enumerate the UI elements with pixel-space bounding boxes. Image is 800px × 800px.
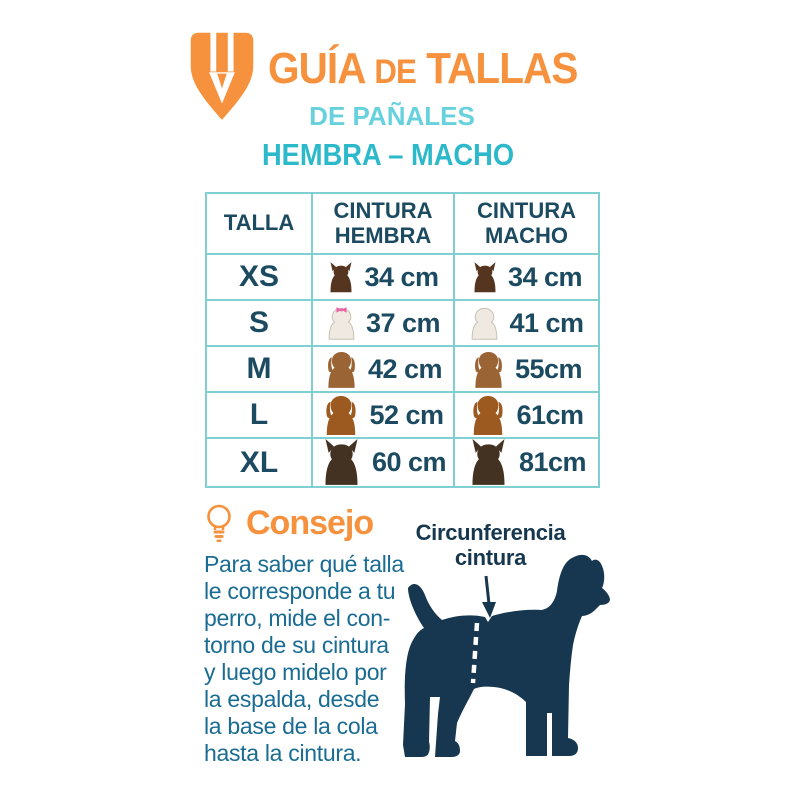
macho-cell-xs: 34 cm: [453, 253, 600, 301]
hembra-waist-value: 37 cm: [365, 307, 441, 338]
table-row-l: L 52 cm 61cm: [205, 391, 600, 439]
macho-cell-m: 55cm: [453, 345, 600, 393]
chihuahua-dog-icon: [471, 262, 499, 293]
cocker-spaniel-dog-icon: [469, 394, 507, 436]
size-cell-l: L: [205, 391, 313, 439]
brand-logo-icon: [190, 32, 254, 120]
maltese-dog-icon: [469, 306, 500, 340]
size-label: L: [249, 398, 269, 431]
beagle-dog-icon: [324, 350, 359, 389]
chihuahua-dog-icon: [327, 262, 355, 293]
macho-waist-value: 34 cm: [507, 261, 583, 292]
macho-waist-value: 61cm: [516, 399, 584, 430]
page-title: GUÍA DE TALLAS: [268, 44, 578, 94]
hembra-waist-value: 52 cm: [369, 399, 444, 430]
macho-cell-s: 41 cm: [453, 299, 600, 347]
tip-body-text: Para saber qué talla le corresponde a tu…: [204, 551, 404, 766]
waist-dashed-line: [470, 622, 480, 684]
hembra-cell-s: 37 cm: [311, 299, 455, 347]
table-row-m: M 42 cm 55cm: [205, 345, 600, 393]
macho-waist-value: 81cm: [518, 447, 587, 477]
waist-arrow-icon: [482, 575, 496, 618]
tip-heading: Consejo: [246, 504, 374, 542]
page-title-word-2: DE: [374, 53, 417, 91]
waist-circumference-label: Circunferencia cintura: [415, 520, 566, 570]
size-label: S: [248, 306, 269, 339]
cocker-spaniel-dog-icon: [322, 394, 360, 436]
size-label: M: [246, 352, 272, 385]
hembra-cell-xs: 34 cm: [311, 253, 455, 301]
table-row-xs: XS 34 cm 34 cm: [205, 253, 600, 301]
german-shepherd-dog-icon: [467, 439, 510, 486]
macho-cell-xl: 81cm: [453, 437, 600, 488]
table-header-row: TALLA CINTURA HEMBRA CINTURA MACHO: [205, 192, 600, 255]
column-header-cintura-macho: CINTURA MACHO: [453, 192, 600, 255]
beagle-dog-icon: [471, 350, 506, 389]
dog-silhouette-icon: [403, 554, 610, 757]
macho-waist-value: 41 cm: [509, 307, 584, 338]
column-header-talla: TALLA: [205, 192, 313, 255]
column-header-cintura-hembra: CINTURA HEMBRA: [311, 192, 455, 255]
page-title-word-3: TALLAS: [426, 44, 578, 93]
size-label: XL: [239, 445, 279, 479]
lightbulb-icon: [207, 504, 231, 542]
size-cell-xl: XL: [205, 437, 313, 488]
german-shepherd-dog-icon: [320, 439, 363, 486]
macho-waist-value: 55cm: [514, 353, 583, 384]
hembra-cell-m: 42 cm: [311, 345, 455, 393]
size-cell-xs: XS: [205, 253, 313, 301]
size-cell-s: S: [205, 299, 313, 347]
size-table: TALLA CINTURA HEMBRA CINTURA MACHO XS 34 …: [205, 192, 600, 488]
macho-cell-l: 61cm: [453, 391, 600, 439]
page-subtitle: DE PAÑALES: [309, 101, 475, 131]
hembra-cell-xl: 60 cm: [311, 437, 455, 488]
hembra-cell-l: 52 cm: [311, 391, 455, 439]
gender-line: HEMBRA – MACHO: [261, 137, 515, 172]
page-title-word-1: GUÍA: [268, 44, 365, 93]
hembra-waist-value: 34 cm: [364, 261, 439, 292]
table-row-s: S 37 cm 41 cm: [205, 299, 600, 347]
hembra-waist-value: 42 cm: [367, 353, 443, 384]
maltese-dog-icon: [326, 307, 357, 340]
table-row-xl: XL 60 cm 81cm: [205, 437, 600, 488]
hembra-waist-value: 60 cm: [371, 447, 447, 477]
size-label: XS: [238, 260, 280, 293]
size-cell-m: M: [205, 345, 313, 393]
